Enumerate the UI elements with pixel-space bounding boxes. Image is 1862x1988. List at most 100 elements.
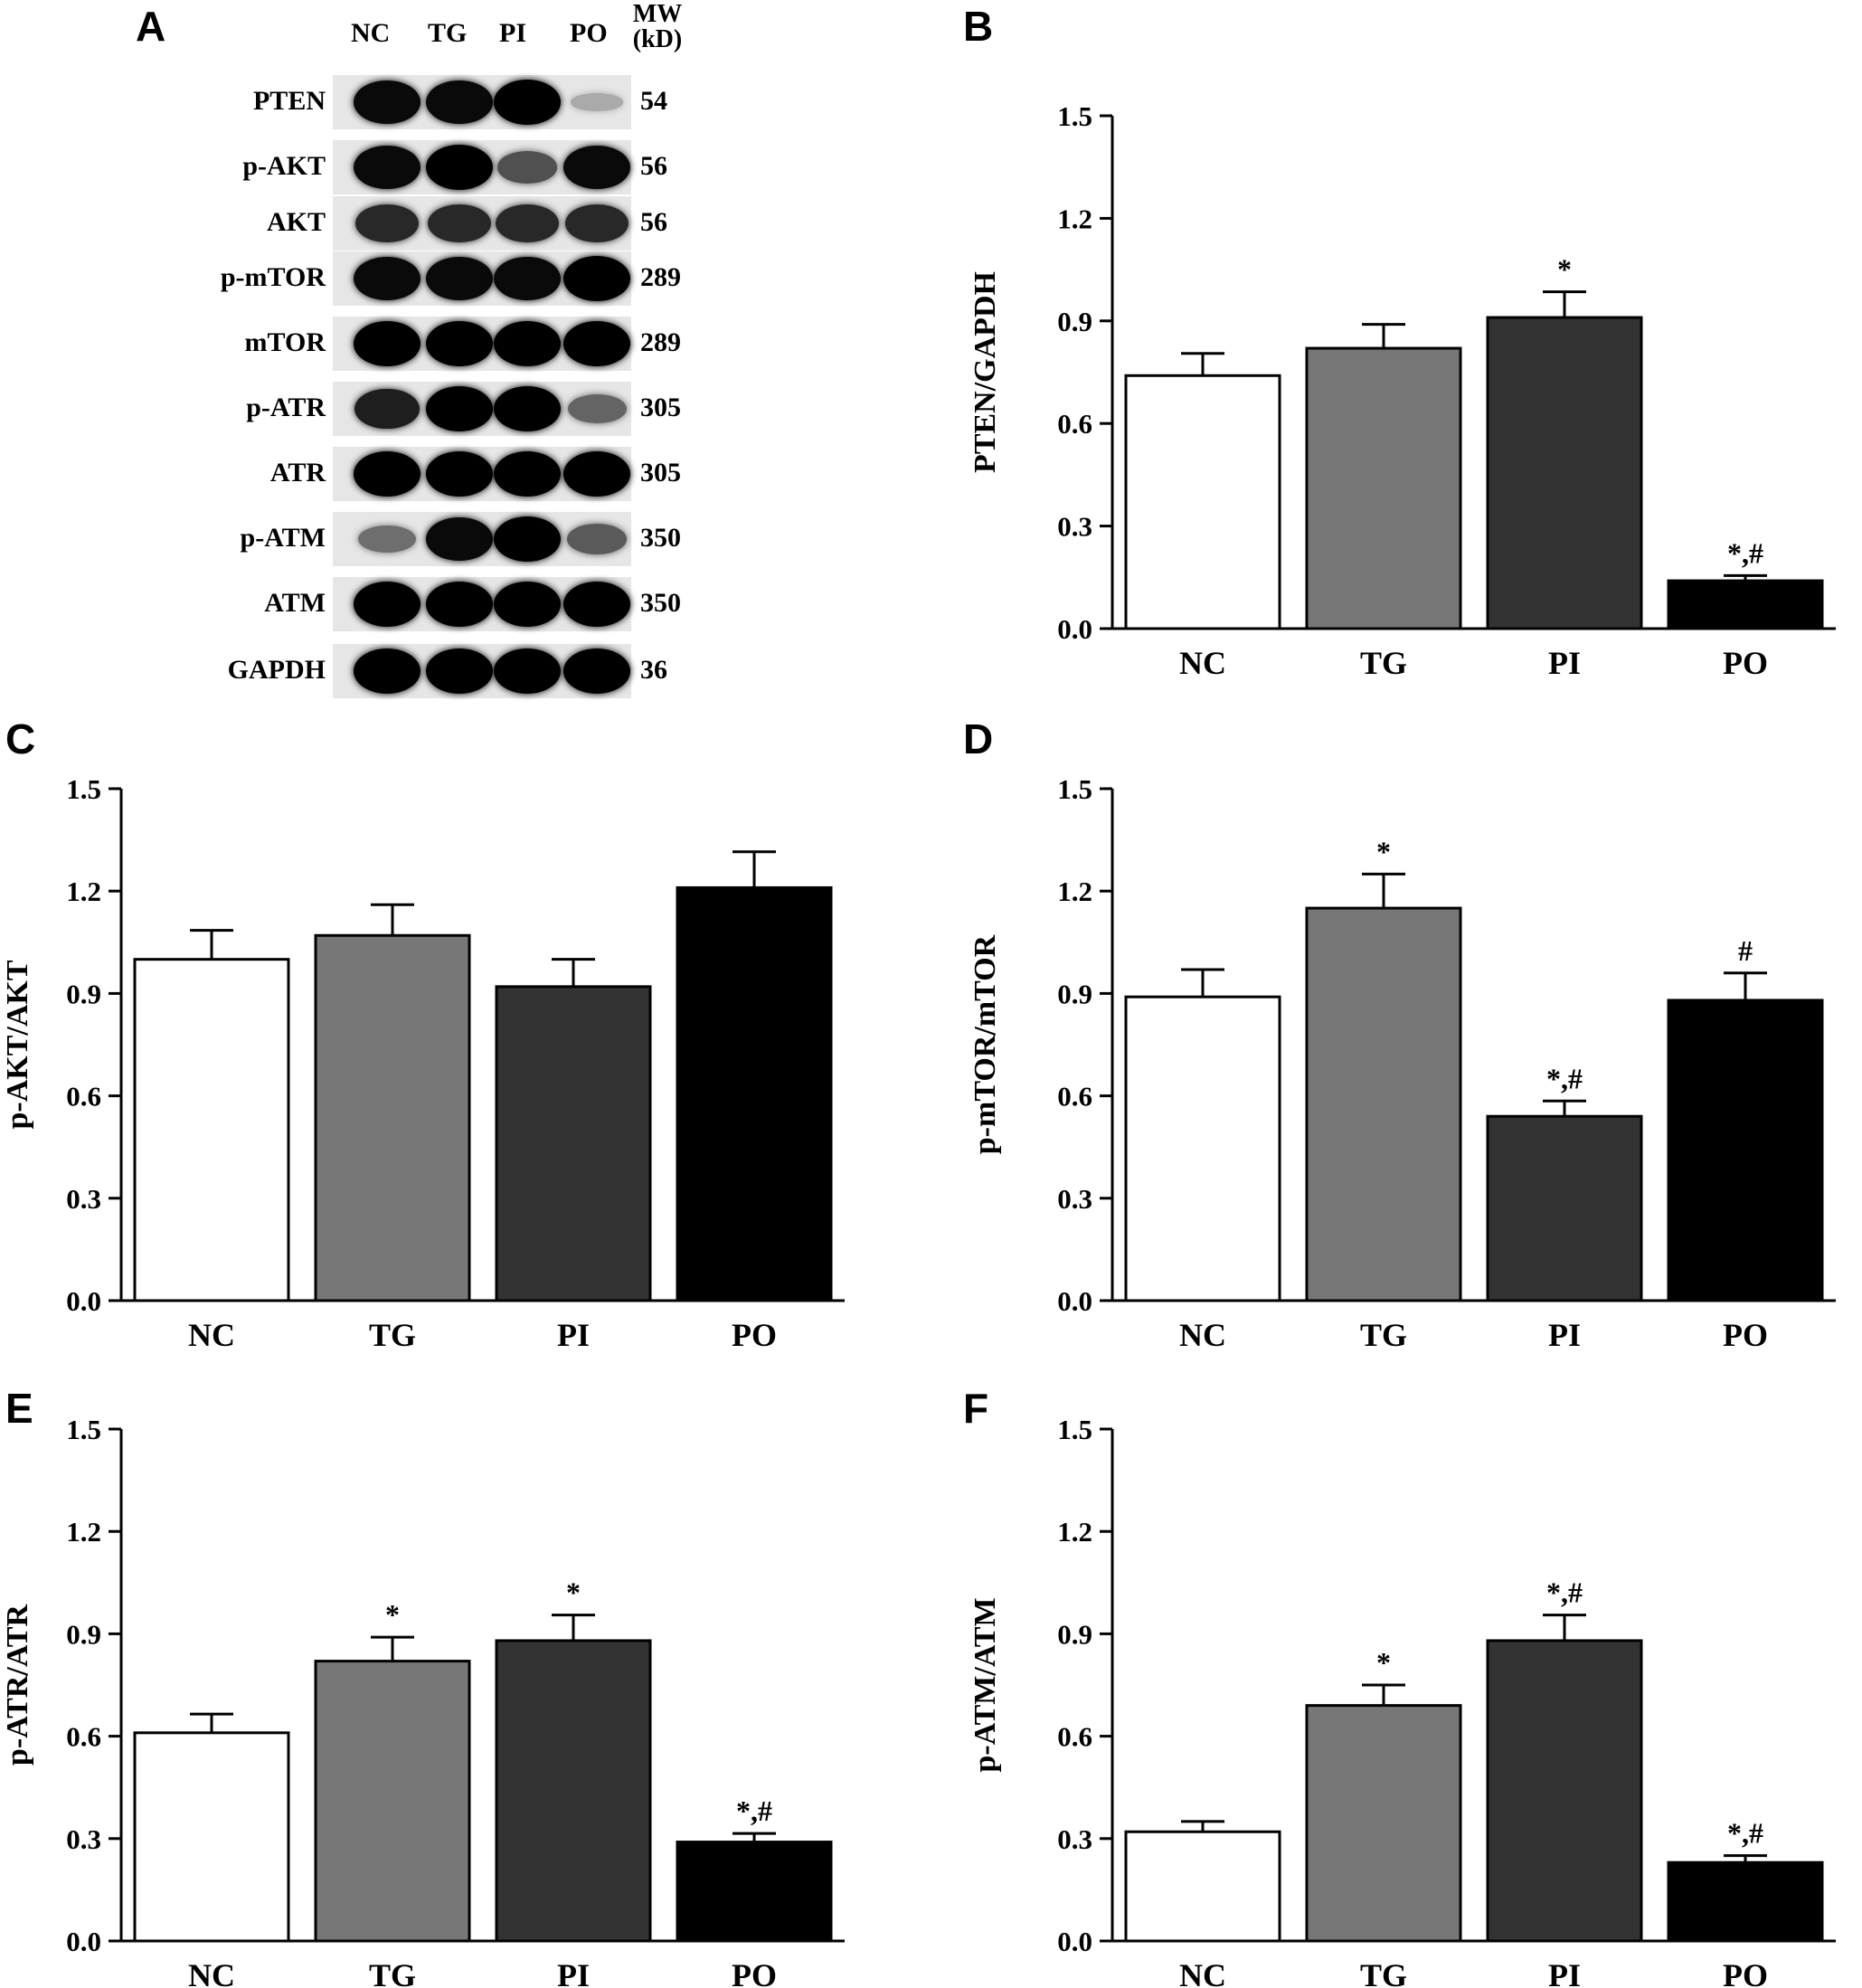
panel-c-y-tick-label: 1.2	[66, 876, 101, 907]
blot-row-label: p-ATM	[240, 523, 326, 553]
panel-d-y-tick-label: 1.5	[1057, 773, 1092, 805]
lane-label-tg: TG	[428, 18, 468, 48]
blot-strip	[333, 577, 631, 631]
panel-b-significance-label: *	[1557, 253, 1572, 286]
blot-row-label: PTEN	[252, 86, 326, 116]
blot-row-mw: 289	[640, 327, 681, 357]
panel-f-y-tick-label: 1.2	[1057, 1516, 1092, 1548]
panel-b-y-tick-label: 0.3	[1057, 511, 1092, 543]
blot-strip	[333, 644, 631, 698]
panel-c-bar-tg	[314, 933, 471, 1302]
panel-label-b: B	[963, 3, 994, 50]
blot-row-mw: 56	[640, 207, 667, 237]
lane-label-po: PO	[570, 18, 608, 48]
panel-e-bar-pi	[495, 1639, 652, 1943]
panel-d-bar-po	[1667, 999, 1824, 1302]
panel-f-significance-label: *	[1376, 1646, 1391, 1679]
blot-row-label: AKT	[266, 207, 326, 237]
blot-band	[426, 321, 493, 366]
panel-c-x-tick-label: NC	[188, 1317, 235, 1353]
blot-row-mw: 350	[640, 523, 681, 553]
panel-c-x-tick-label: PO	[732, 1317, 777, 1353]
panel-d-significance-label: *	[1376, 835, 1391, 867]
blot-band	[354, 145, 421, 190]
panel-d-y-axis-label: p-mTOR/mTOR	[969, 934, 1002, 1154]
panel-d-y-tick-label: 0.6	[1057, 1081, 1092, 1112]
panel-b-bar-tg	[1305, 346, 1462, 630]
panel-label-a: A	[136, 3, 166, 50]
blot-band	[563, 648, 630, 694]
blot-band	[494, 451, 561, 497]
blot-row-mw: 350	[640, 588, 681, 618]
blot-band	[426, 582, 493, 627]
panel-b-y-tick-label: 0.9	[1057, 306, 1092, 337]
panel-c-x-tick-label: PI	[557, 1317, 590, 1353]
panel-b-x-tick-label: NC	[1179, 645, 1226, 681]
panel-c-y-axis-label: p-AKT/AKT	[1, 960, 34, 1129]
blot-row-label: p-AKT	[242, 151, 326, 181]
panel-d-y-tick-label: 0.0	[1057, 1285, 1092, 1317]
panel-e-significance-label: *	[566, 1576, 581, 1609]
blot-strip	[333, 196, 631, 251]
panel-label-e: E	[5, 1385, 33, 1432]
blot-band	[426, 256, 493, 301]
panel-label-f: F	[963, 1385, 989, 1432]
blot-band	[495, 204, 560, 243]
panel-c-bar-nc	[133, 958, 290, 1302]
blot-band	[567, 394, 627, 423]
blot-band	[494, 582, 561, 627]
panel-b-x-tick-label: PI	[1548, 645, 1581, 681]
panel-f-x-tick-label: PI	[1548, 1957, 1581, 1988]
panel-f-significance-label: *,#	[1546, 1576, 1583, 1609]
mw-header-line1: MW	[632, 0, 683, 28]
panel-e-y-tick-label: 0.3	[66, 1823, 101, 1855]
panel-b-y-tick-label: 1.5	[1057, 100, 1092, 132]
panel-c-bar-pi	[495, 985, 652, 1302]
blot-band	[563, 321, 630, 366]
blot-band	[354, 388, 420, 430]
blot-row-mw: 289	[640, 262, 681, 292]
blot-band	[426, 145, 493, 190]
blot-row-mw: 54	[640, 86, 667, 116]
panel-e-x-tick-label: PI	[557, 1957, 590, 1988]
panel-e-y-tick-label: 0.0	[66, 1926, 101, 1957]
blot-band	[426, 451, 493, 497]
blot-row-label: p-ATR	[246, 393, 326, 422]
panel-d-y-tick-label: 0.9	[1057, 978, 1092, 1009]
panel-e-y-tick-label: 1.5	[66, 1414, 101, 1445]
panel-c-y-tick-label: 0.9	[66, 978, 101, 1009]
panel-f-y-axis-label: p-ATM/ATM	[969, 1597, 1002, 1772]
blot-band	[354, 80, 421, 125]
panel-b-x-tick-label: TG	[1360, 645, 1407, 681]
panel-d-y-tick-label: 1.2	[1057, 876, 1092, 907]
blot-strip	[333, 251, 631, 306]
panel-e-bar-nc	[133, 1731, 290, 1943]
panel-c-y-tick-label: 0.6	[66, 1081, 101, 1112]
panel-c-x-tick-label: TG	[369, 1317, 416, 1353]
blot-band	[496, 151, 558, 184]
mw-header: MW (kD)	[626, 2, 689, 52]
blot-strip	[333, 447, 631, 501]
panel-f-y-tick-label: 1.5	[1057, 1414, 1092, 1445]
panel-e-y-axis-label: p-ATR/ATR	[1, 1604, 34, 1766]
panel-label-c: C	[5, 715, 36, 762]
panel-b-bar-po	[1667, 579, 1824, 630]
panel-f-y-tick-label: 0.9	[1057, 1618, 1092, 1650]
panel-d-bar-pi	[1486, 1114, 1643, 1302]
panel-f-bar-nc	[1124, 1830, 1281, 1943]
panel-f-y-tick-label: 0.6	[1057, 1721, 1092, 1753]
panel-d-x-tick-label: PI	[1548, 1317, 1581, 1353]
blot-row-mw: 36	[640, 655, 667, 685]
panel-f-bar-tg	[1305, 1704, 1462, 1943]
panel-b-significance-label: *,#	[1727, 536, 1763, 569]
blot-row-label: p-mTOR	[220, 262, 326, 292]
panel-e-x-tick-label: PO	[732, 1957, 777, 1988]
blot-band	[494, 386, 561, 431]
panel-b-bar-nc	[1124, 374, 1281, 630]
panel-e-y-tick-label: 1.2	[66, 1516, 101, 1548]
blot-row-mw: 305	[640, 458, 681, 488]
panel-b-y-tick-label: 1.2	[1057, 203, 1092, 234]
blot-band	[354, 204, 420, 243]
panel-f-significance-label: *,#	[1727, 1817, 1763, 1850]
